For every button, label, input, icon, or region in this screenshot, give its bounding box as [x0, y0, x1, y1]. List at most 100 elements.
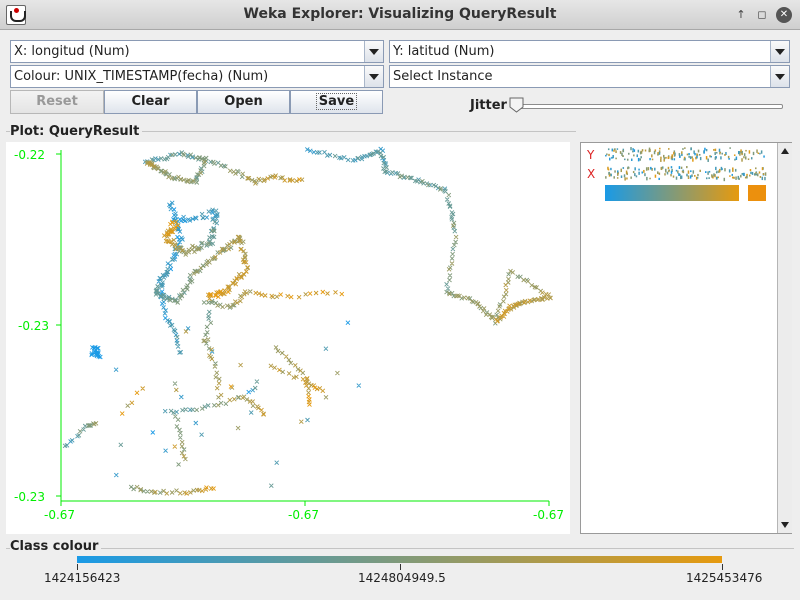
- attribute-bar-point: [733, 154, 736, 156]
- attribute-bar-point: [689, 156, 692, 158]
- attribute-bar-point: [763, 155, 765, 158]
- attribute-bar-point: [735, 156, 738, 160]
- scroll-up-icon[interactable]: [778, 143, 792, 158]
- class-colour-tick: [722, 564, 723, 570]
- attribute-bar-point: [608, 153, 610, 157]
- instance-value: Select Instance: [393, 69, 493, 84]
- attribute-bar-point: [660, 156, 662, 159]
- attribute-bar-point: [755, 167, 757, 170]
- class-colour-tick: [77, 564, 78, 570]
- attribute-bar-point: [643, 169, 645, 173]
- data-point-group: [89, 207, 351, 435]
- attribute-bar-point: [714, 152, 716, 156]
- attribute-bar-point: [751, 171, 754, 175]
- colour-attribute-bar[interactable]: [605, 185, 766, 201]
- attribute-bar-point: [712, 175, 714, 179]
- attribute-bar-point: [654, 149, 657, 152]
- y-attribute-bar[interactable]: [605, 147, 765, 162]
- attribute-bar-point: [721, 152, 723, 155]
- attribute-bar-point: [650, 166, 652, 170]
- scatter-plot-canvas[interactable]: -0.22 -0.23 -0.23 -0.67 -0.67 -0.67: [6, 142, 570, 534]
- attribute-bar-point: [673, 151, 675, 155]
- save-button[interactable]: Save: [290, 90, 383, 114]
- attribute-bar-point: [657, 152, 659, 155]
- attribute-bar-point: [695, 176, 698, 180]
- attribute-bar-point: [753, 173, 756, 176]
- attribute-bar-point: [654, 167, 656, 171]
- attribute-bar-point: [741, 158, 743, 162]
- attribute-bar-point: [682, 170, 685, 174]
- y-tick-label-bottom: -0.23: [14, 490, 45, 504]
- attribute-bar-point: [617, 172, 619, 176]
- scatter-plot[interactable]: -0.22 -0.23 -0.23 -0.67 -0.67 -0.67: [6, 142, 570, 534]
- attribute-bar-point: [605, 154, 607, 157]
- attribute-bar-point: [686, 166, 688, 169]
- attribute-bar-point: [732, 168, 734, 172]
- attribute-bar-point: [608, 174, 611, 177]
- attribute-bar-point: [708, 177, 710, 179]
- attribute-bar-point: [670, 170, 673, 174]
- attribute-bar-point: [686, 173, 688, 177]
- x-axis-select[interactable]: X: longitud (Num): [10, 40, 384, 63]
- legend-scrollbar[interactable]: [777, 143, 792, 533]
- attribute-bar-point: [607, 166, 609, 170]
- y-axis-select[interactable]: Y: latitud (Num): [389, 40, 790, 63]
- attribute-bar-point: [686, 153, 689, 156]
- attribute-bar-point: [622, 150, 624, 152]
- scroll-down-icon[interactable]: [778, 518, 792, 533]
- colour-select[interactable]: Colour: UNIX_TIMESTAMP(fecha) (Num): [10, 65, 384, 88]
- attribute-bar-point: [615, 150, 617, 153]
- attribute-bar-point: [614, 170, 616, 173]
- instance-select[interactable]: Select Instance: [389, 65, 790, 88]
- attribute-bar-point: [688, 156, 690, 158]
- attribute-bar-point: [687, 170, 690, 174]
- attribute-bar-point: [697, 149, 700, 153]
- attribute-bar-point: [750, 171, 752, 175]
- close-icon[interactable]: ✕: [776, 7, 792, 23]
- attribute-bar-point: [664, 173, 666, 176]
- maximize-icon[interactable]: ◻: [757, 8, 767, 21]
- plot-group-border: [6, 131, 576, 132]
- attribute-bars-canvas[interactable]: [581, 143, 777, 213]
- attribute-bar-point: [683, 156, 686, 159]
- attribute-bar-point: [610, 173, 612, 177]
- attribute-bar-point: [660, 158, 662, 162]
- attribute-bar-point: [713, 173, 715, 177]
- attribute-bar-point: [696, 176, 699, 179]
- attribute-bar-point: [707, 158, 709, 162]
- attribute-bar-point: [644, 149, 647, 152]
- chevron-down-icon[interactable]: [364, 66, 383, 87]
- attribute-bar-point: [621, 152, 623, 156]
- attribute-bar-point: [703, 150, 705, 154]
- reset-button[interactable]: Reset: [10, 90, 104, 114]
- attribute-bar-point: [626, 158, 629, 161]
- chevron-down-icon[interactable]: [364, 41, 383, 62]
- chevron-down-icon[interactable]: [770, 41, 789, 62]
- attribute-bar-point: [679, 155, 681, 158]
- attribute-bar-point: [680, 166, 683, 169]
- attribute-bars-panel[interactable]: Y X: [580, 142, 792, 534]
- attribute-bar-point: [630, 158, 633, 162]
- attribute-bar-point: [632, 171, 635, 174]
- attribute-bar-point: [743, 153, 746, 157]
- attribute-bar-point: [718, 148, 721, 152]
- attribute-bar-point: [694, 174, 696, 177]
- x-attribute-bar[interactable]: [605, 166, 767, 182]
- attribute-bar-point: [739, 152, 741, 156]
- open-button[interactable]: Open: [197, 90, 290, 114]
- chevron-down-icon[interactable]: [770, 66, 789, 87]
- attribute-bar-point: [690, 147, 692, 151]
- attribute-bar-point: [613, 149, 615, 152]
- attribute-bar-point: [634, 173, 636, 177]
- jitter-slider-thumb[interactable]: [509, 97, 524, 113]
- jitter-slider-track[interactable]: [516, 104, 783, 109]
- minimize-icon[interactable]: ↑: [736, 8, 746, 21]
- attribute-bar-point: [639, 151, 642, 155]
- attribute-bar-point: [691, 156, 693, 159]
- clear-button[interactable]: Clear: [104, 90, 197, 114]
- attribute-bar-point: [717, 176, 719, 179]
- attribute-bar-point: [737, 175, 740, 180]
- attribute-bar-point: [746, 173, 748, 176]
- attribute-bar-point: [750, 157, 753, 160]
- attribute-bar-point: [668, 148, 670, 150]
